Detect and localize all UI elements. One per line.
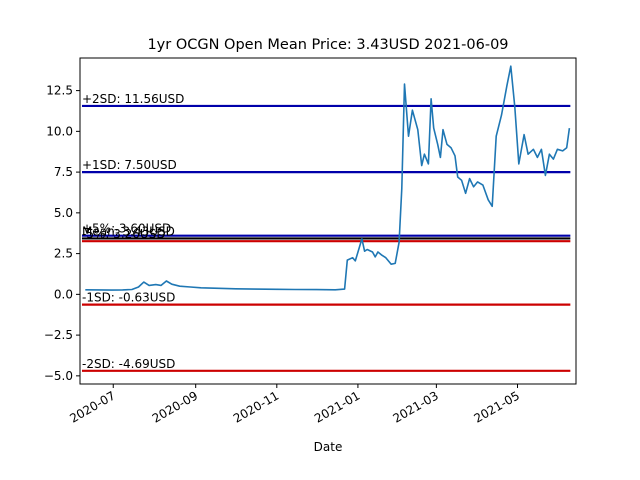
y-tick-label: 12.5: [46, 84, 73, 98]
x-tick-label: 2020-11: [231, 388, 281, 425]
x-tick-label: 2021-03: [390, 388, 440, 425]
series-layer: [85, 65, 571, 291]
annotation-layer: +2SD: 11.56USD +1SD: 7.50USD +5%: 3.60USDM…: [82, 92, 184, 371]
x-tick-label: 2020-09: [150, 388, 200, 425]
y-tick-label: −2.5: [44, 328, 73, 342]
reference-line-label: +1SD: 7.50USD: [82, 158, 177, 172]
plot-area-frame: [79, 57, 577, 385]
reference-line-label: -5%: 3.26USD: [82, 227, 166, 241]
reference-line-label: Mean: 3.43USD: [82, 224, 175, 238]
price-series-line: [85, 65, 571, 291]
x-tick-label: 2020-07: [67, 388, 117, 425]
reference-line-label: +5%: 3.60USD: [82, 222, 171, 236]
y-tick-label: 2.5: [54, 247, 73, 261]
y-tick-label: −5.0: [44, 369, 73, 383]
x-axis-label: Date: [314, 440, 343, 454]
reference-line-label: +2SD: 11.56USD: [82, 92, 184, 106]
y-tick-label: 5.0: [54, 206, 73, 220]
reference-line-label: -2SD: -4.69USD: [82, 357, 175, 371]
reference-lines: [81, 104, 571, 372]
x-tick-label: 2021-01: [312, 388, 362, 425]
y-tick-label: 10.0: [46, 124, 73, 138]
chart-title: 1yr OCGN Open Mean Price: 3.43USD 2021-0…: [147, 37, 508, 53]
x-axis: 2020-07 2020-09 2020-11 2021-01 2021-03 2021-…: [67, 384, 522, 426]
y-tick-label: 0.0: [54, 287, 73, 301]
reference-line-label: -1SD: -0.63USD: [82, 291, 175, 305]
x-tick-label: 2021-05: [472, 388, 522, 425]
y-axis: −5.0 −2.5 0.0 2.5 5.0 7.5 10.0 12.5: [44, 84, 80, 383]
y-tick-label: 7.5: [54, 165, 73, 179]
